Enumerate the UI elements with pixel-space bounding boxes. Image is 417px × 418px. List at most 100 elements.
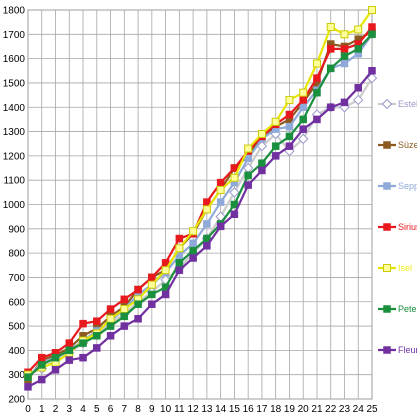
y-tick-label: 1700 [3, 30, 26, 41]
y-tick-label: 700 [8, 273, 25, 284]
data-point-isel [120, 305, 129, 314]
legend-label: Süzel [398, 140, 417, 150]
data-point-isel [340, 30, 349, 39]
data-point-fleur [93, 344, 101, 352]
x-tick-label: 6 [108, 404, 114, 415]
y-tick-label: 1400 [3, 103, 26, 114]
x-tick-label: 9 [149, 404, 155, 415]
data-point-isel [312, 59, 321, 68]
data-point-peter [134, 300, 142, 308]
data-point-peter [285, 132, 294, 141]
data-point-sirius [326, 45, 335, 53]
y-tick-label: 200 [8, 395, 25, 406]
data-point-peter [120, 312, 129, 321]
x-tick-label: 7 [122, 404, 128, 415]
data-point-fleur [230, 210, 239, 218]
data-point-peter [24, 373, 32, 381]
data-point-sirius [79, 319, 87, 328]
data-point-fleur [106, 332, 115, 340]
data-point-fleur [51, 366, 60, 374]
data-point-isel [354, 25, 363, 34]
y-tick-label: 1000 [3, 200, 26, 211]
data-point-sirius [120, 295, 129, 304]
x-tick-label: 8 [135, 404, 141, 415]
data-point-isel [326, 23, 335, 32]
x-tick-label: 15 [229, 404, 241, 415]
legend-item-peter: Peter [378, 304, 417, 314]
data-point-peter [299, 115, 307, 124]
legend-swatch-marker [383, 182, 391, 190]
data-point-isel [368, 6, 376, 14]
legend-swatch-marker [381, 98, 393, 110]
data-point-peter [354, 45, 362, 53]
data-point-peter [203, 234, 211, 243]
x-tick-label: 4 [80, 404, 86, 415]
legend-swatch-marker [383, 305, 391, 313]
y-tick-label: 1600 [3, 54, 26, 65]
data-point-fleur [189, 254, 197, 262]
y-tick-label: 600 [8, 297, 25, 308]
legend-swatch-marker [383, 141, 391, 149]
legend: Estel Süzel Sepp Sirius Isel Peter Fleur [378, 98, 417, 355]
legend-item-sirius: Sirius [378, 222, 417, 232]
data-point-fleur [299, 125, 307, 133]
data-point-isel [202, 205, 211, 214]
legend-swatch-marker [383, 346, 391, 354]
data-point-peter [258, 159, 266, 167]
data-point-sepp [216, 198, 225, 206]
data-point-isel [285, 95, 294, 104]
data-point-peter [326, 64, 335, 73]
data-point-estel [229, 187, 240, 198]
data-point-isel [244, 144, 253, 153]
data-point-peter [51, 353, 60, 362]
x-tick-label: 20 [298, 404, 310, 415]
legend-item-isel: Isel [378, 263, 412, 273]
data-point-sepp [189, 239, 197, 248]
data-point-peter [271, 142, 280, 150]
data-point-fleur [258, 166, 266, 175]
legend-item-fleur: Fleur [378, 345, 417, 355]
legend-label: Sirius [398, 222, 417, 232]
data-point-isel [216, 185, 225, 194]
data-point-peter [175, 259, 184, 267]
data-point-isel [257, 129, 266, 138]
data-point-sirius [299, 96, 307, 104]
x-tick-label: 11 [174, 404, 185, 415]
data-point-fleur [120, 322, 129, 330]
x-tick-label: 22 [325, 404, 337, 415]
data-point-peter [79, 339, 87, 347]
x-tick-label: 10 [160, 404, 172, 415]
legend-label: Sepp [398, 181, 417, 191]
data-point-peter [65, 346, 74, 355]
y-tick-label: 800 [8, 249, 25, 260]
legend-item-s-zel: Süzel [378, 140, 417, 150]
data-point-peter [106, 322, 115, 330]
y-tick-label: 1200 [3, 151, 26, 162]
data-point-fleur [161, 290, 170, 299]
data-point-sirius [134, 285, 142, 294]
data-point-isel [147, 280, 156, 289]
x-tick-label: 1 [39, 404, 45, 415]
x-tick-label: 21 [311, 404, 323, 415]
legend-label: Estel [398, 99, 417, 109]
data-point-sirius [175, 234, 184, 243]
legend-swatch-marker [383, 264, 391, 272]
data-point-fleur [313, 115, 321, 124]
data-point-fleur [65, 356, 74, 364]
data-point-sirius [38, 353, 46, 362]
legend-label: Isel [398, 263, 412, 273]
x-tick-label: 17 [256, 404, 268, 415]
data-point-sirius [65, 339, 74, 347]
data-point-fleur [134, 315, 142, 323]
data-point-fleur [203, 242, 211, 250]
data-point-sirius [148, 273, 156, 282]
series-group [22, 6, 378, 391]
data-point-fleur [175, 266, 184, 274]
x-tick-label: 25 [366, 404, 378, 415]
data-point-peter [313, 88, 321, 97]
data-point-fleur [79, 353, 87, 362]
data-point-isel [175, 244, 184, 253]
series-fleur [24, 67, 376, 391]
x-tick-label: 24 [353, 404, 365, 415]
